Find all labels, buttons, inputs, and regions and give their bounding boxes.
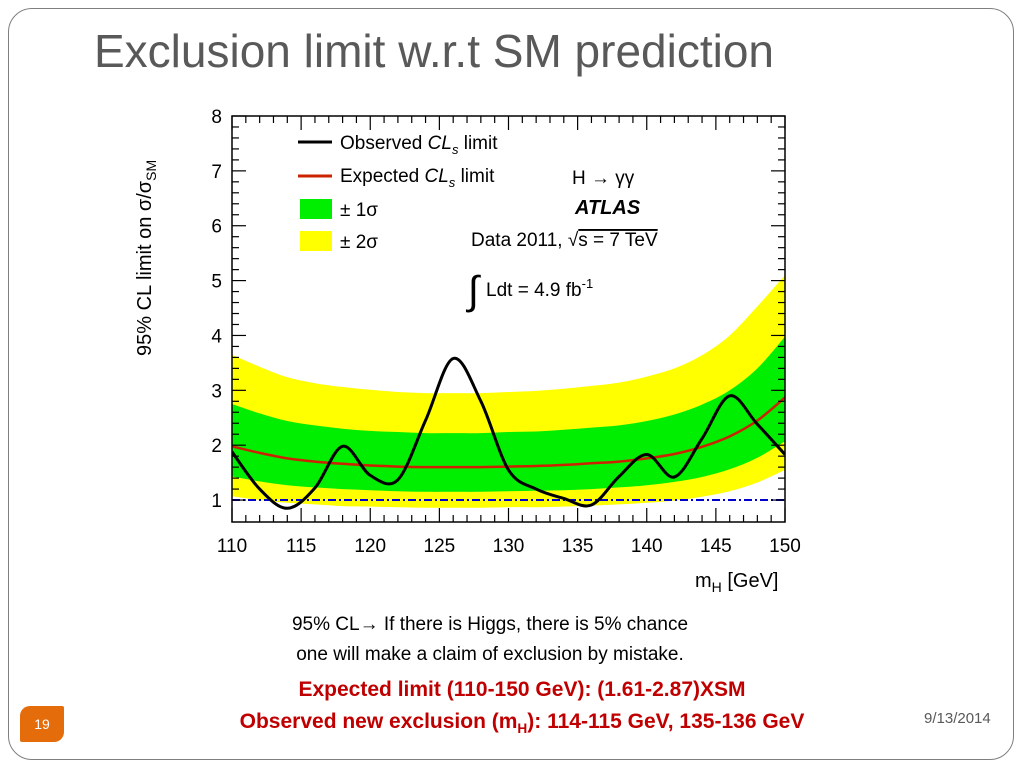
experiment-label: ATLAS (574, 197, 641, 219)
x-tick-label: 135 (562, 536, 594, 557)
luminosity-label: Ldt = 4.9 fb-1 (486, 276, 593, 301)
legend-2sigma-label: ± 2σ (340, 232, 378, 253)
legend-1sigma-swatch (300, 199, 332, 219)
x-axis-label: mH [GeV] (695, 570, 779, 594)
slide-frame (8, 8, 1014, 760)
observed-exclusion-summary: Observed new exclusion (mH): 114-115 GeV… (239, 710, 805, 737)
y-tick-label: 6 (211, 217, 222, 238)
x-tick-label: 150 (769, 536, 801, 557)
dataset-label: Data 2011, √s = 7 TeV (471, 230, 658, 251)
legend-2sigma-swatch (300, 231, 332, 251)
y-axis-label: 95% CL limit on σ/σSM (134, 160, 159, 356)
note-line-2: one will make a claim of exclusion by mi… (296, 644, 684, 665)
legend-expected-label: Expected CLs limit (340, 166, 495, 190)
x-tick-label: 115 (286, 536, 316, 557)
y-tick-label: 5 (211, 272, 222, 293)
x-tick-label: 130 (493, 536, 525, 557)
limit-plot: 110 115 120 125 130 135 140 145 150 1 2 3 4 5 6 7 8 mH … (134, 107, 801, 594)
slide-date: 9/13/2014 (924, 710, 991, 727)
x-tick-label: 120 (354, 536, 386, 557)
x-tick-label: 110 (217, 536, 247, 557)
channel-label: H → γγ (572, 168, 635, 189)
slide-title: Exclusion limit w.r.t SM prediction (94, 25, 775, 77)
x-tick-label: 125 (424, 536, 456, 557)
legend-observed-label: Observed CLs limit (340, 133, 498, 157)
x-tick-labels: 110 115 120 125 130 135 140 145 150 (217, 536, 801, 557)
y-tick-label: 2 (211, 436, 222, 457)
x-tick-label: 140 (631, 536, 663, 557)
axis-ticks (231, 115, 786, 522)
legend: Observed CLs limit Expected CLs limit ± … (298, 133, 498, 253)
observed-limit-line (232, 356, 785, 510)
x-tick-label: 145 (700, 536, 732, 557)
integral-symbol: ∫ (466, 269, 482, 313)
y-tick-label: 3 (211, 381, 222, 402)
legend-1sigma-label: ± 1σ (340, 200, 378, 221)
y-tick-label: 1 (211, 491, 222, 512)
expected-limit-summary: Expected limit (110-150 GeV): (1.61-2.87… (298, 678, 746, 701)
y-tick-label: 4 (211, 326, 222, 347)
y-tick-labels: 1 2 3 4 5 6 7 8 (211, 107, 222, 512)
y-tick-label: 8 (211, 107, 222, 128)
y-tick-label: 7 (211, 162, 222, 183)
note-line-1: 95% CL→ If there is Higgs, there is 5% c… (291, 614, 689, 635)
page-number-badge: 19 (20, 706, 64, 742)
